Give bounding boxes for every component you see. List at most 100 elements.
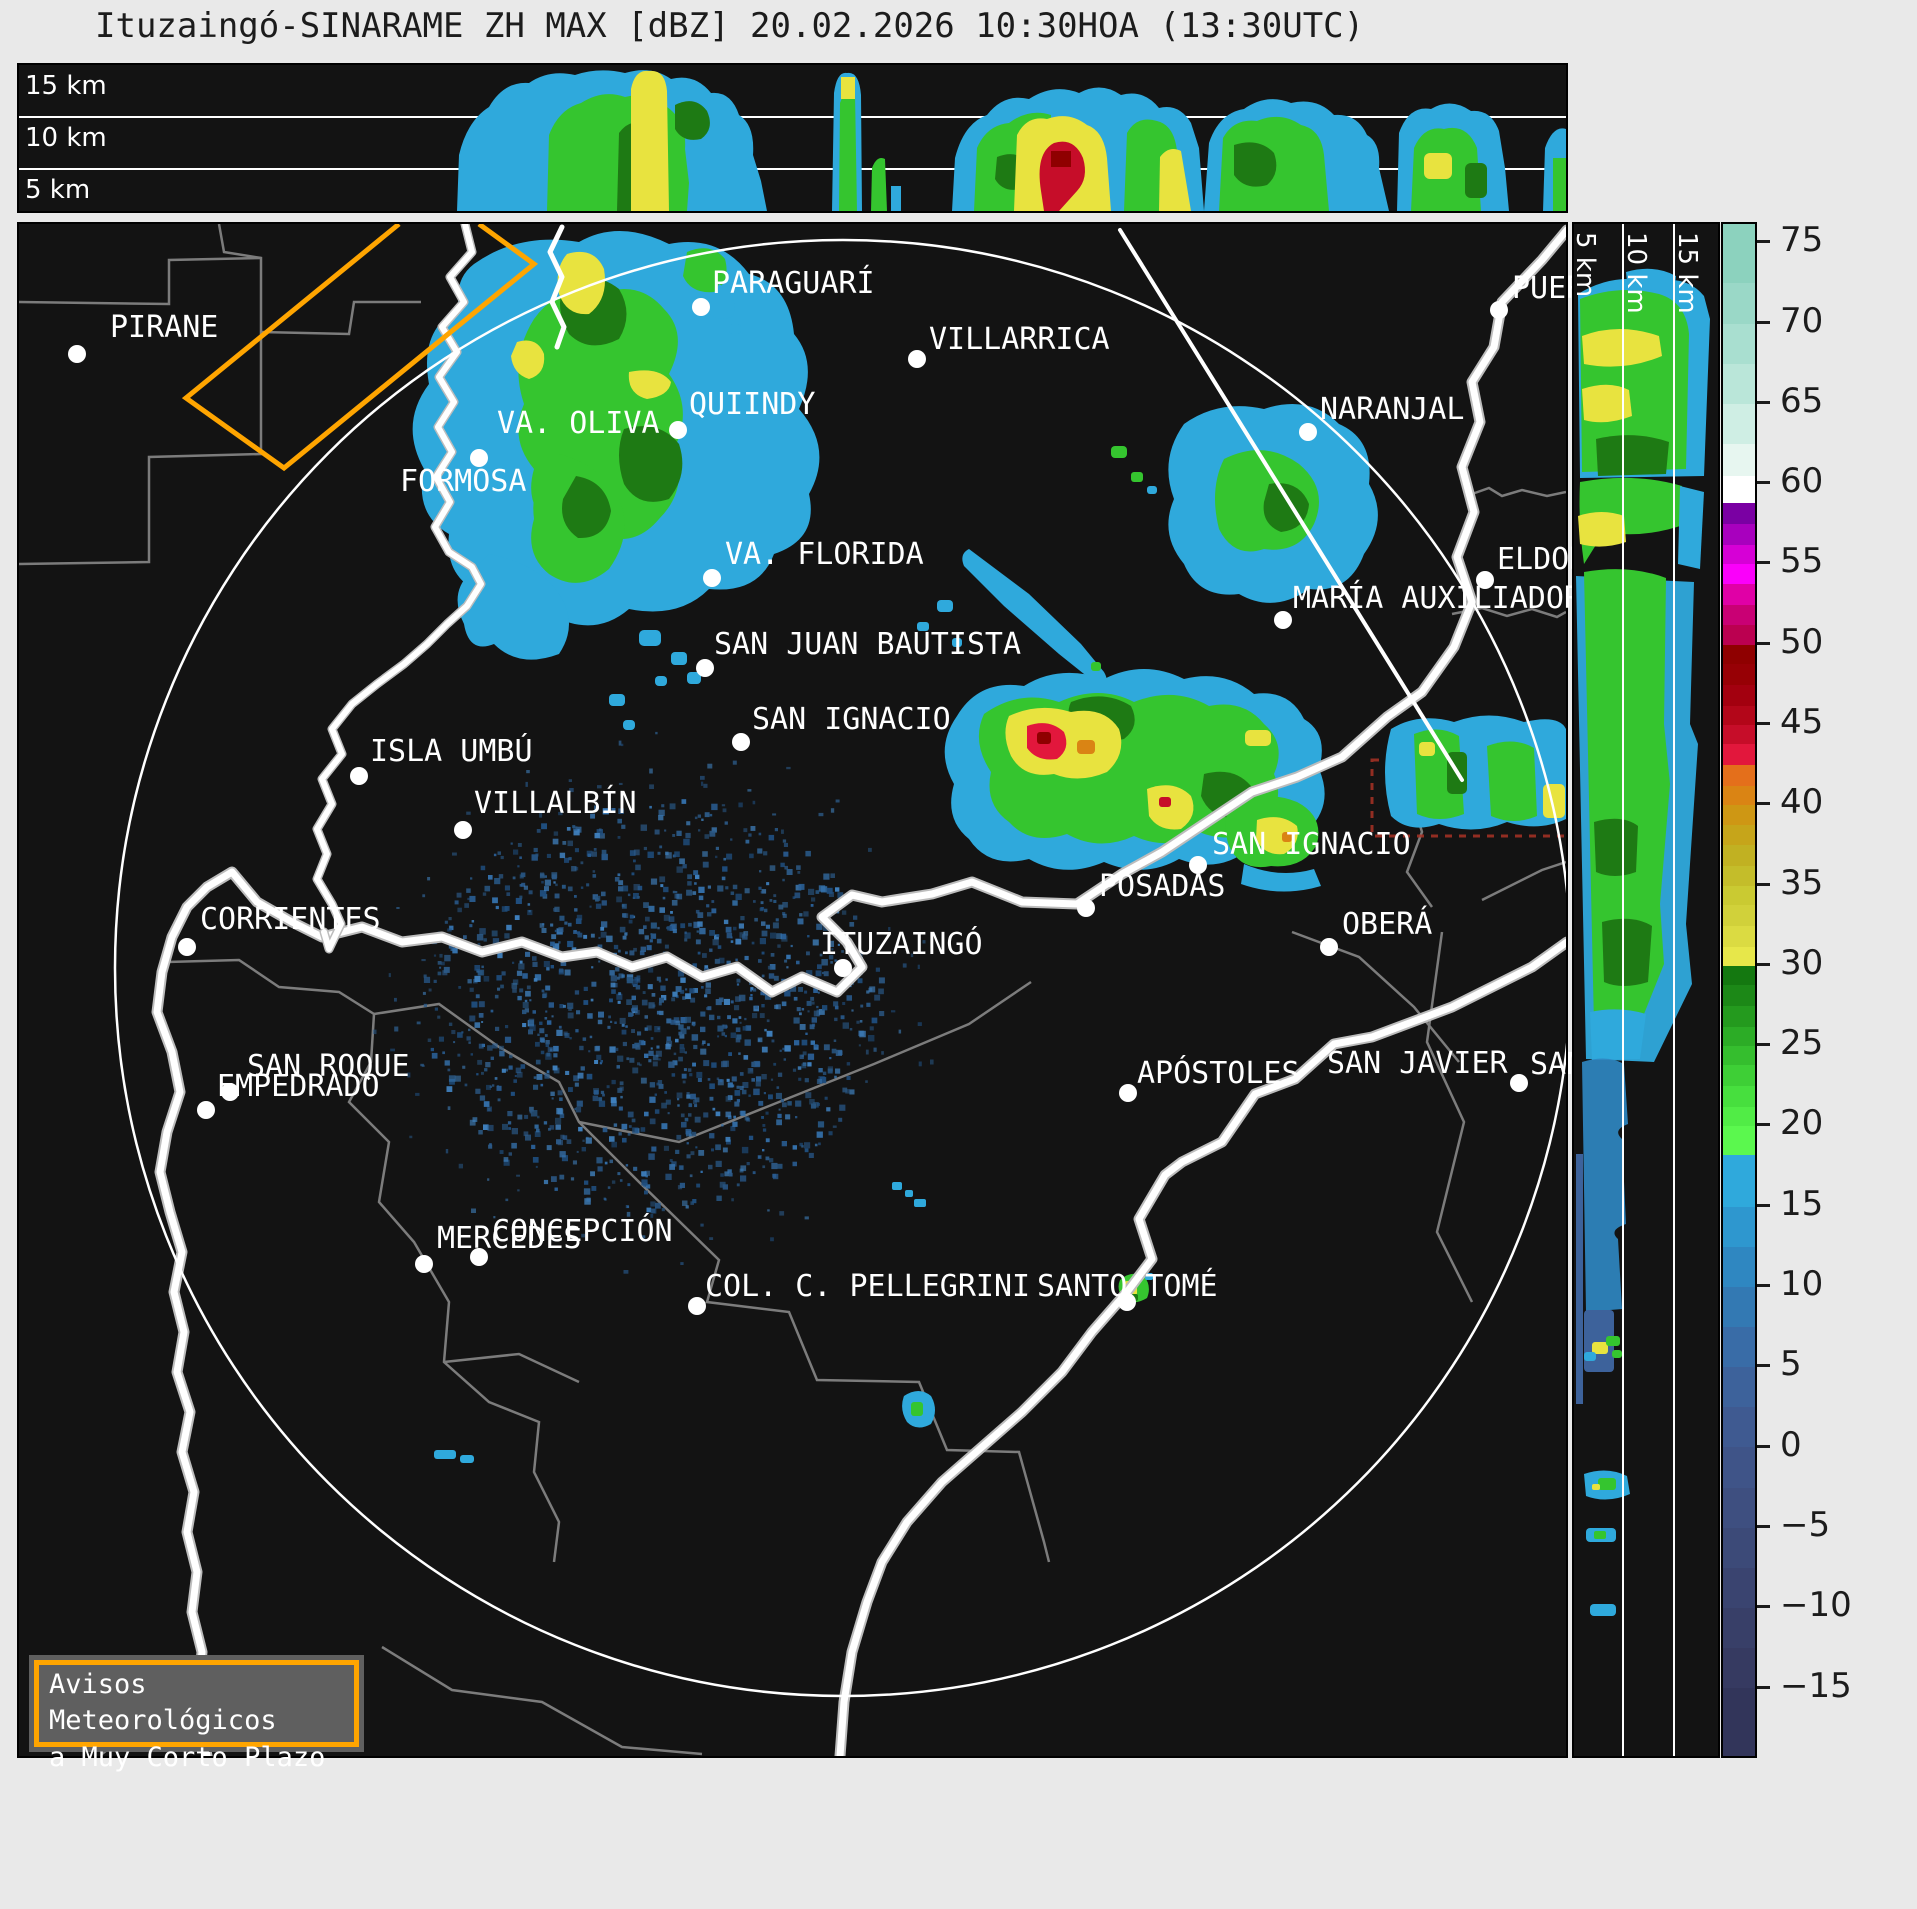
colorbar-label-70: 70 — [1780, 300, 1824, 341]
colorbar-tick-10 — [1757, 1284, 1770, 1288]
city-label-posadas: POSADAS — [1099, 869, 1226, 904]
colorbar-label-5: 5 — [1780, 1344, 1802, 1385]
colorbar-tick-20 — [1757, 1123, 1770, 1127]
colorbar-tick--15 — [1757, 1685, 1770, 1689]
altitude-gridline-5km — [19, 168, 1566, 170]
colorbar-label-15: 15 — [1780, 1183, 1824, 1224]
colorbar-label-65: 65 — [1780, 380, 1824, 421]
colorbar-tick-65 — [1757, 400, 1770, 404]
colorbar-label-55: 55 — [1780, 541, 1824, 582]
colorbar-label-10: 10 — [1780, 1264, 1824, 1305]
altitude-gridline-10km-vertical — [1673, 224, 1675, 1756]
colorbar-label--15: −15 — [1780, 1665, 1852, 1706]
city-label-san-roque: SAN ROQUE — [247, 1049, 410, 1084]
city-label-ober-: OBERÁ — [1342, 907, 1433, 942]
warning-legend-box: Avisos Meteorológicos a Muy Corto Plazo — [29, 1655, 364, 1773]
top-cross-section-echoes — [457, 70, 1566, 211]
radar-echoes — [372, 230, 1566, 1463]
right-altitude-label-10km: 10 km — [1621, 232, 1651, 314]
top-altitude-label-15km: 15 km — [25, 71, 107, 101]
page-title: Ituzaingó-SINARAME ZH MAX [dBZ] 20.02.20… — [95, 6, 1365, 46]
top-altitude-label-10km: 10 km — [25, 123, 107, 153]
colorbar-tick-35 — [1757, 882, 1770, 886]
colorbar-tick-30 — [1757, 962, 1770, 966]
city-label-va-florida: VA. FLORIDA — [725, 537, 924, 572]
top-altitude-label-5km: 5 km — [25, 175, 91, 205]
colorbar-label-25: 25 — [1780, 1023, 1824, 1064]
colorbar-label-40: 40 — [1780, 782, 1824, 823]
colorbar-tick-50 — [1757, 641, 1770, 645]
city-dot-corrientes — [178, 938, 196, 956]
city-label-formosa: FORMOSA — [400, 464, 527, 499]
colorbar-label-45: 45 — [1780, 702, 1824, 743]
city-dot-empedrado — [197, 1101, 215, 1119]
city-dot-san-ignacio — [732, 733, 750, 751]
colorbar-tick-75 — [1757, 240, 1770, 244]
city-dot-eldorado — [1476, 571, 1494, 589]
city-label-isla-umb-: ISLA UMBÚ — [370, 734, 533, 769]
altitude-gridline-10km — [19, 116, 1566, 118]
city-dot-san-ignacio — [1189, 856, 1207, 874]
colorbar-label-60: 60 — [1780, 461, 1824, 502]
radar-map: PIRANE FORMOSA VA. OLIVA QUIINDY PARAGUARÍ VI… — [17, 222, 1642, 1773]
city-dot-isla-umb- — [350, 767, 368, 785]
colorbar-tick--5 — [1757, 1524, 1770, 1528]
colorbar-tick-55 — [1757, 561, 1770, 565]
city-label-mar-a-auxiliadora: MARÍA AUXILIADORA — [1293, 581, 1601, 616]
colorbar-tick-15 — [1757, 1203, 1770, 1207]
colorbar-label--10: −10 — [1780, 1585, 1852, 1626]
right-cross-section-panel: 5 km 10 km 15 km — [1570, 222, 1720, 1758]
colorbar-tick-25 — [1757, 1043, 1770, 1047]
warning-legend-line1: Avisos Meteorológicos — [49, 1669, 277, 1737]
city-dot-posadas — [1077, 899, 1095, 917]
city-dot-puerto — [1490, 301, 1508, 319]
city-label-paraguar-: PARAGUARÍ — [712, 266, 875, 301]
city-label-san-javier: SAN JAVIER — [1327, 1046, 1508, 1081]
city-dot-va-florida — [703, 569, 721, 587]
city-label-villalb-n: VILLALBÍN — [474, 786, 637, 821]
city-label-empedrado: EMPEDRADO — [217, 1069, 380, 1104]
warning-legend-line2: a Muy Corto Plazo — [49, 1741, 326, 1773]
colorbar-label-35: 35 — [1780, 862, 1824, 903]
colorbar-tick--10 — [1757, 1605, 1770, 1609]
colorbar-tick-0 — [1757, 1444, 1770, 1448]
warning-polygon — [181, 224, 539, 472]
colorbar-tick-45 — [1757, 722, 1770, 726]
right-altitude-label-15km: 15 km — [1672, 232, 1702, 314]
city-dot-ituzaing- — [834, 959, 852, 977]
city-label-santo-tom-: SANTO TOMÉ — [1037, 1269, 1218, 1304]
city-label-san-ignacio: SAN IGNACIO — [1212, 827, 1411, 862]
city-label-ituzaing-: ITUZAINGÓ — [820, 927, 983, 962]
city-label-concepci-n: CONCEPCIÓN — [492, 1214, 673, 1249]
right-cross-section-echoes — [1576, 268, 1710, 1616]
colorbar-tick-70 — [1757, 320, 1770, 324]
city-dot-va-oliva — [669, 421, 687, 439]
radar-range-circle — [113, 238, 1566, 1698]
city-label-corrientes: CORRIENTES — [200, 902, 381, 937]
colorbar-label-50: 50 — [1780, 621, 1824, 662]
right-altitude-label-5km: 5 km — [1570, 232, 1600, 298]
city-dot-san-javier — [1510, 1074, 1528, 1092]
city-label-col-c-pellegrini: COL. C. PELLEGRINI — [705, 1269, 1031, 1304]
city-dot-col-c-pellegrini — [688, 1297, 706, 1315]
colorbar-label-0: 0 — [1780, 1424, 1802, 1465]
radar-clutter-speckles — [372, 731, 934, 1274]
colorbar-tick-5 — [1757, 1364, 1770, 1368]
city-label-san-juan-bautista: SAN JUAN BAUTISTA — [714, 627, 1022, 662]
city-label-ap-stoles: APÓSTOLES — [1137, 1056, 1300, 1091]
colorbar-label-30: 30 — [1780, 942, 1824, 983]
city-dot-san-juan-bautista — [696, 659, 714, 677]
city-label-pirane: PIRANE — [110, 310, 219, 345]
city-label-san-ignacio: SAN IGNACIO — [752, 702, 951, 737]
footer: Servicio Meteorológico Nacional Argentin… — [0, 1762, 1917, 1909]
altitude-gridline-5km-vertical — [1622, 224, 1624, 1756]
city-dot-paraguar- — [692, 298, 710, 316]
city-label-quiindy: QUIINDY — [689, 387, 816, 422]
city-dot-naranjal — [1299, 423, 1317, 441]
colorbar-tick-40 — [1757, 802, 1770, 806]
city-dot-formosa — [470, 449, 488, 467]
city-label-va-oliva: VA. OLIVA — [497, 406, 660, 441]
colorbar-label-20: 20 — [1780, 1103, 1824, 1144]
colorbar-label-75: 75 — [1780, 220, 1824, 261]
